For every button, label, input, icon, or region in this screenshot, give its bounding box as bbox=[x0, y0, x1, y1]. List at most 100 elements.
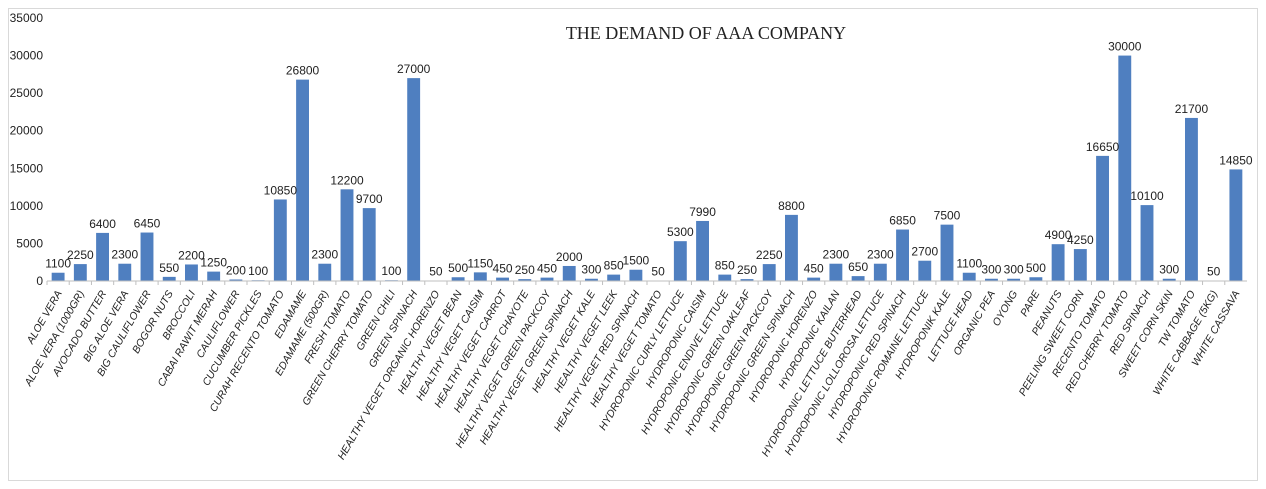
y-tick-label: 30000 bbox=[10, 49, 44, 63]
bar bbox=[518, 279, 532, 281]
y-tick-label: 0 bbox=[36, 274, 43, 288]
data-label: 27000 bbox=[397, 62, 431, 76]
bar bbox=[1073, 249, 1087, 281]
bar bbox=[962, 272, 976, 281]
bar bbox=[807, 277, 821, 281]
bar bbox=[896, 229, 909, 281]
data-label: 1500 bbox=[623, 254, 650, 268]
bar bbox=[918, 260, 932, 281]
bar bbox=[585, 278, 598, 281]
data-label: 8800 bbox=[778, 199, 805, 213]
bar bbox=[673, 241, 687, 281]
bar bbox=[273, 199, 287, 281]
bar bbox=[473, 272, 487, 281]
bar bbox=[362, 208, 376, 281]
y-tick-label: 35000 bbox=[10, 11, 44, 25]
data-label: 2250 bbox=[756, 248, 783, 262]
data-label: 4900 bbox=[1045, 228, 1072, 242]
bar bbox=[451, 277, 465, 281]
data-label: 6450 bbox=[134, 217, 161, 231]
data-label: 9700 bbox=[356, 192, 383, 206]
bar bbox=[829, 263, 843, 281]
bar bbox=[318, 263, 332, 281]
bar bbox=[140, 232, 154, 281]
bar bbox=[562, 265, 576, 281]
bar bbox=[118, 263, 132, 281]
data-label: 26800 bbox=[286, 64, 320, 78]
bar bbox=[873, 263, 887, 281]
data-label: 2200 bbox=[178, 248, 205, 262]
y-tick-label: 25000 bbox=[10, 86, 44, 100]
bar bbox=[407, 78, 421, 281]
data-label: 2300 bbox=[111, 248, 138, 262]
bar bbox=[1140, 205, 1154, 281]
bar bbox=[696, 220, 709, 281]
bar bbox=[785, 214, 798, 281]
bar bbox=[985, 278, 998, 281]
bar bbox=[296, 79, 309, 281]
bar bbox=[496, 277, 509, 281]
data-label: 2300 bbox=[823, 248, 850, 262]
bar bbox=[1185, 117, 1198, 281]
bar bbox=[629, 269, 643, 281]
bar bbox=[1096, 155, 1109, 281]
bar bbox=[1029, 277, 1043, 281]
y-tick-label: 5000 bbox=[16, 236, 43, 250]
data-label: 50 bbox=[651, 265, 665, 279]
data-label: 300 bbox=[1004, 263, 1024, 277]
data-label: 21700 bbox=[1175, 102, 1209, 116]
chart-frame: THE DEMAND OF AAA COMPANY 0 5000 10000 1500… bbox=[8, 8, 1258, 481]
data-label: 2300 bbox=[311, 248, 338, 262]
y-tick-label: 10000 bbox=[10, 199, 44, 213]
bar bbox=[851, 276, 865, 281]
data-label: 6850 bbox=[889, 214, 916, 228]
data-label: 14850 bbox=[1219, 153, 1253, 167]
bar bbox=[940, 224, 954, 281]
data-label: 550 bbox=[159, 261, 179, 275]
bar bbox=[540, 277, 554, 281]
data-label: 650 bbox=[848, 260, 868, 274]
bar bbox=[51, 272, 65, 281]
chart-title: THE DEMAND OF AAA COMPANY bbox=[566, 23, 846, 43]
bar bbox=[229, 279, 243, 281]
bar bbox=[185, 264, 198, 281]
data-label: 850 bbox=[715, 259, 735, 273]
data-label: 450 bbox=[537, 262, 557, 276]
bar-chart: THE DEMAND OF AAA COMPANY 0 5000 10000 1500… bbox=[10, 11, 1253, 462]
data-label: 5300 bbox=[667, 225, 694, 239]
data-label: 2000 bbox=[556, 250, 583, 264]
data-label: 50 bbox=[1207, 265, 1221, 279]
data-label: 16650 bbox=[1086, 140, 1120, 154]
data-label: 7990 bbox=[689, 205, 716, 219]
data-label: 2300 bbox=[867, 248, 894, 262]
data-label: 10100 bbox=[1130, 189, 1164, 203]
data-label: 100 bbox=[248, 264, 268, 278]
data-label: 250 bbox=[515, 263, 535, 277]
data-label: 300 bbox=[1159, 263, 1179, 277]
data-label: 10850 bbox=[264, 183, 298, 197]
bar bbox=[1051, 244, 1065, 281]
y-axis: 0 5000 10000 15000 20000 25000 30000 35000 bbox=[10, 11, 44, 288]
data-label: 100 bbox=[381, 264, 401, 278]
y-tick-label: 20000 bbox=[10, 124, 44, 138]
bar bbox=[607, 274, 621, 281]
bar bbox=[1162, 278, 1176, 281]
bar bbox=[73, 264, 87, 281]
data-label: 200 bbox=[226, 263, 246, 277]
data-label: 300 bbox=[981, 263, 1001, 277]
data-label: 300 bbox=[581, 263, 601, 277]
data-label: 2700 bbox=[911, 245, 938, 259]
data-label: 4250 bbox=[1067, 233, 1094, 247]
data-label: 1150 bbox=[467, 256, 493, 270]
bar bbox=[207, 271, 221, 281]
bar bbox=[718, 274, 732, 281]
data-label: 1250 bbox=[200, 256, 227, 270]
data-label: 50 bbox=[429, 265, 443, 279]
y-tick-label: 15000 bbox=[10, 161, 44, 175]
data-label: 7500 bbox=[934, 209, 961, 223]
bar bbox=[1007, 278, 1021, 281]
bar bbox=[162, 276, 176, 281]
data-label: 850 bbox=[604, 259, 624, 273]
